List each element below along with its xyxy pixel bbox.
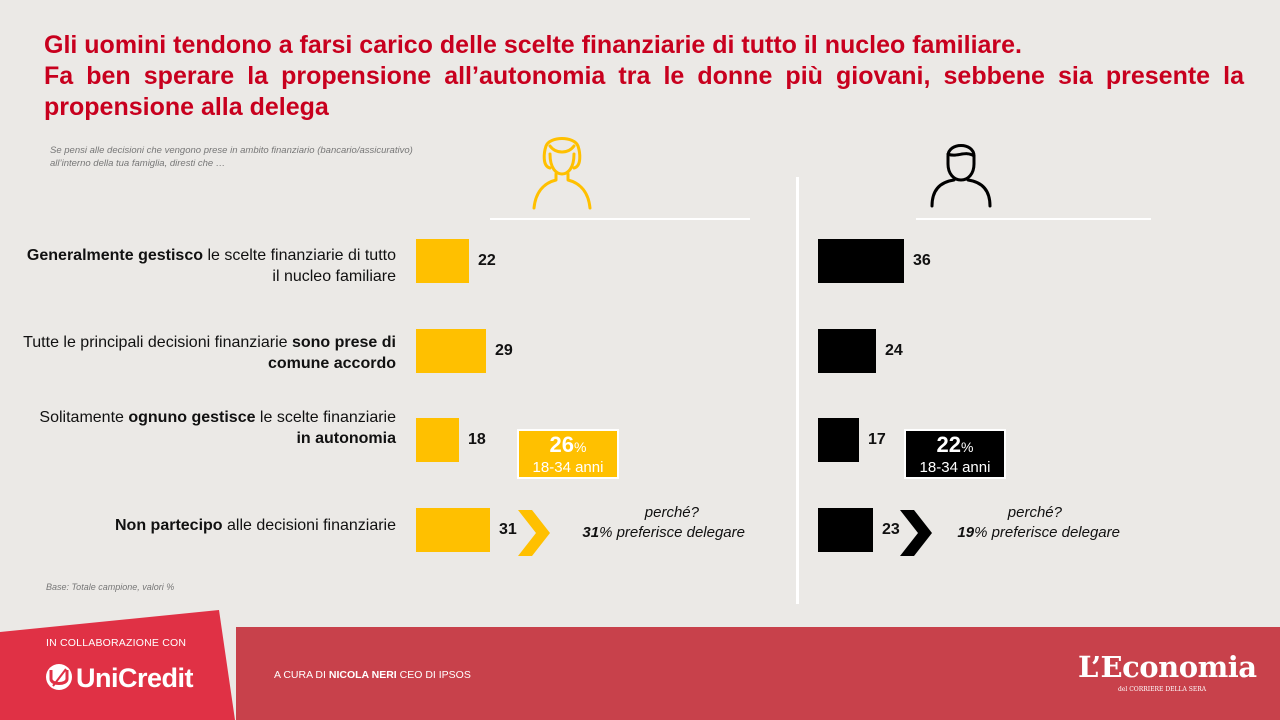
curated-by: A CURA DI NICOLA NERI CEO DI IPSOS: [274, 669, 471, 681]
column-divider: [796, 177, 799, 604]
female-why-question: perché?: [644, 504, 699, 521]
female-value-2: 29: [495, 342, 513, 359]
row-2-text: Tutte le principali decisioni finanziari…: [23, 334, 292, 351]
male-why-question: perché?: [1007, 504, 1062, 521]
curated-by-prefix: A CURA DI: [274, 669, 329, 681]
female-value-3: 18: [468, 431, 486, 448]
unicredit-logo-icon: [46, 664, 72, 690]
female-chevron-icon: [518, 510, 550, 556]
male-value-3: 17: [868, 431, 886, 448]
survey-question: Se pensi alle decisioni che vengono pres…: [50, 144, 480, 170]
male-young-callout: 22% 18-34 anni: [904, 429, 1006, 479]
question-line-1: Se pensi alle decisioni che vengono pres…: [50, 145, 413, 156]
unicredit-brand: UniCredit: [76, 663, 194, 693]
male-young-unit: %: [961, 439, 974, 455]
female-young-unit: %: [574, 439, 587, 455]
man-icon: [930, 144, 992, 208]
page-title: Gli uomini tendono a farsi carico delle …: [44, 30, 1244, 123]
row-label-3: Solitamente ognuno gestisce le scelte fi…: [16, 407, 396, 449]
unicredit-logo: UniCredit: [44, 662, 194, 694]
male-chevron-icon: [900, 510, 932, 556]
male-delegate-text: % preferisce delegare: [974, 524, 1120, 541]
female-delegate-text: % preferisce delegare: [599, 524, 745, 541]
male-bar-2: [818, 329, 876, 373]
male-bar-1: [818, 239, 904, 283]
row-label-1: Generalmente gestisco le scelte finanzia…: [16, 245, 396, 287]
woman-icon: [532, 137, 592, 210]
male-delegate-note: perché? 19% preferisce delegare: [935, 503, 1120, 543]
male-value-4: 23: [882, 521, 900, 538]
male-value-1: 36: [913, 252, 931, 269]
collaboration-label: IN COLLABORAZIONE CON: [46, 637, 187, 649]
female-header-rule: [490, 218, 750, 220]
male-young-pct: 22: [936, 432, 962, 457]
female-value-4: 31: [499, 521, 517, 538]
female-young-callout: 26% 18-34 anni: [517, 429, 619, 479]
row-3-text-2: le scelte finanziarie: [255, 409, 396, 426]
title-line-2: Fa ben sperare la propensione all’autono…: [44, 62, 1244, 121]
footer-band: [236, 627, 1280, 720]
female-young-pct: 26: [549, 432, 575, 457]
economia-subtitle: del CORRIERE DELLA SERA: [1118, 686, 1207, 693]
row-3-text: Solitamente: [39, 409, 129, 426]
row-1-text: le scelte finanziarie di tutto il nucleo…: [203, 247, 396, 285]
row-4-text: alle decisioni finanziarie: [222, 517, 396, 534]
row-1-bold: Generalmente gestisco: [26, 247, 203, 264]
row-3-bold: ognuno gestisce: [128, 409, 256, 426]
curated-by-suffix: CEO DI IPSOS: [396, 669, 471, 681]
male-value-2: 24: [885, 342, 903, 359]
female-delegate-note: perché? 31% preferisce delegare: [560, 503, 745, 543]
row-4-bold: Non partecipo: [115, 517, 223, 534]
female-bar-2: [416, 329, 486, 373]
economia-logo: L’Economia: [1078, 650, 1257, 684]
row-3-bold-2: in autonomia: [296, 430, 396, 447]
female-bar-3: [416, 418, 459, 462]
female-bar-4: [416, 508, 490, 552]
curator-name: NICOLA NERI: [328, 669, 397, 681]
row-2-bold: sono prese di comune accordo: [267, 334, 396, 372]
male-bar-3: [818, 418, 859, 462]
question-line-2: all’interno della tua famiglia, diresti …: [50, 158, 226, 169]
female-delegate-pct: 31: [582, 524, 600, 541]
female-value-1: 22: [478, 252, 496, 269]
row-label-4: Non partecipo alle decisioni finanziarie: [16, 515, 396, 536]
male-young-age: 18-34 anni: [919, 459, 991, 476]
title-line-1: Gli uomini tendono a farsi carico delle …: [44, 31, 1022, 59]
female-bar-1: [416, 239, 469, 283]
male-bar-4: [818, 508, 873, 552]
male-delegate-pct: 19: [957, 524, 975, 541]
female-young-age: 18-34 anni: [532, 459, 604, 476]
male-header-rule: [916, 218, 1151, 220]
base-note: Base: Totale campione, valori %: [46, 582, 175, 592]
row-label-2: Tutte le principali decisioni finanziari…: [16, 332, 396, 374]
